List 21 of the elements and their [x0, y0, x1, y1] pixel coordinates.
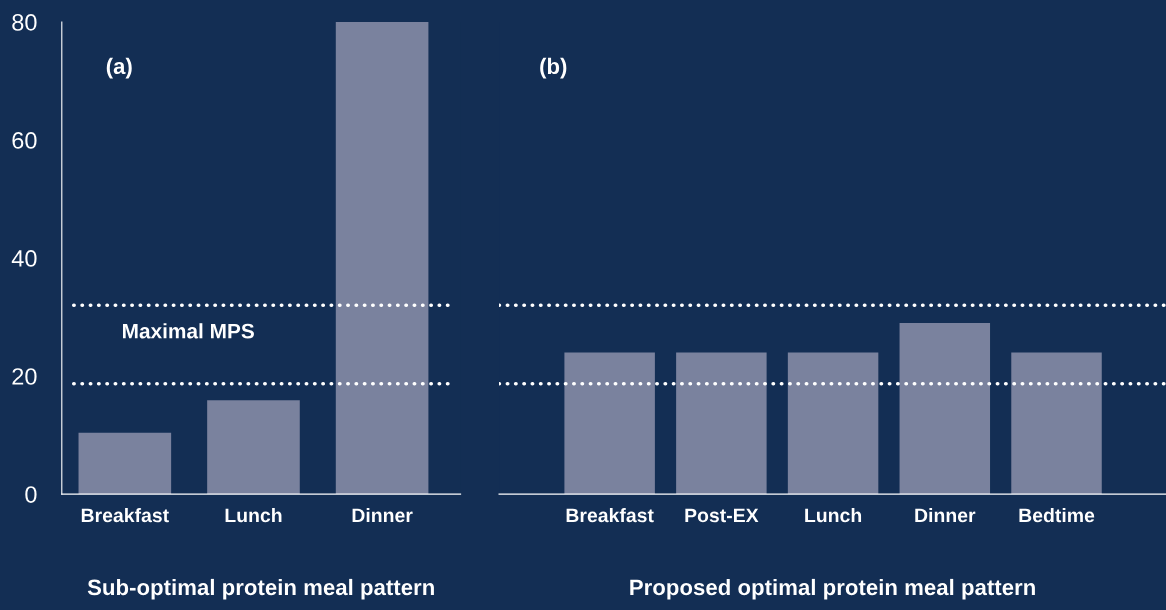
x-axis-title: Sub-optimal protein meal pattern: [87, 578, 434, 600]
x-tick-label: Bedtime: [1019, 507, 1095, 523]
x-tick-label: Post-EX: [685, 508, 759, 523]
bar: [335, 21, 429, 495]
x-axis-title: Proposed optimal protein meal pattern: [630, 578, 1035, 600]
y-tick-label: 20: [12, 368, 37, 385]
x-tick-label: Lunch: [805, 507, 862, 523]
x-tick-label: Breakfast: [81, 507, 169, 523]
annotation: (b): [540, 57, 567, 79]
bar: [207, 400, 300, 495]
y-tick-label: 60: [12, 132, 37, 149]
x-tick-label: Breakfast: [566, 507, 654, 523]
bar: [78, 432, 172, 495]
y-tick-label: 40: [11, 250, 37, 267]
annotation: (a): [106, 57, 132, 79]
x-tick-label: Dinner: [352, 507, 413, 523]
y-tick-label: 0: [25, 486, 37, 503]
annotation: Maximal MPS: [123, 323, 254, 339]
x-tick-label: Dinner: [915, 507, 976, 523]
x-tick-label: Lunch: [225, 507, 282, 523]
y-tick-label: 80: [12, 14, 37, 31]
